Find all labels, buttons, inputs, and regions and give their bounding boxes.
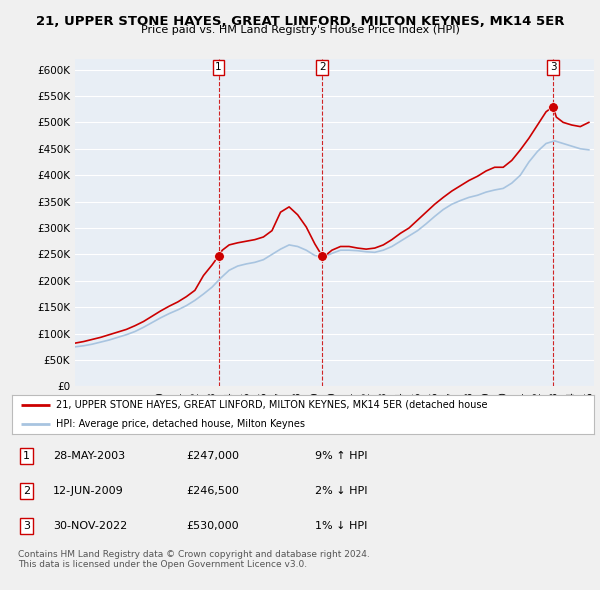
- Text: 30-NOV-2022: 30-NOV-2022: [53, 521, 127, 531]
- Text: 3: 3: [23, 521, 30, 531]
- Text: 1% ↓ HPI: 1% ↓ HPI: [314, 521, 367, 531]
- Text: 2: 2: [23, 486, 30, 496]
- Text: £246,500: £246,500: [187, 486, 239, 496]
- Text: 1: 1: [215, 62, 222, 72]
- Text: Price paid vs. HM Land Registry's House Price Index (HPI): Price paid vs. HM Land Registry's House …: [140, 25, 460, 35]
- Text: 3: 3: [550, 62, 556, 72]
- Text: 2: 2: [319, 62, 326, 72]
- Text: 1: 1: [23, 451, 30, 461]
- Text: £247,000: £247,000: [187, 451, 239, 461]
- Text: 12-JUN-2009: 12-JUN-2009: [53, 486, 124, 496]
- Text: £530,000: £530,000: [187, 521, 239, 531]
- Text: 9% ↑ HPI: 9% ↑ HPI: [314, 451, 367, 461]
- Text: 2% ↓ HPI: 2% ↓ HPI: [314, 486, 367, 496]
- Text: Contains HM Land Registry data © Crown copyright and database right 2024.
This d: Contains HM Land Registry data © Crown c…: [18, 550, 370, 569]
- Text: 28-MAY-2003: 28-MAY-2003: [53, 451, 125, 461]
- Text: 21, UPPER STONE HAYES, GREAT LINFORD, MILTON KEYNES, MK14 5ER: 21, UPPER STONE HAYES, GREAT LINFORD, MI…: [36, 15, 564, 28]
- Text: HPI: Average price, detached house, Milton Keynes: HPI: Average price, detached house, Milt…: [56, 419, 305, 429]
- Text: 21, UPPER STONE HAYES, GREAT LINFORD, MILTON KEYNES, MK14 5ER (detached house: 21, UPPER STONE HAYES, GREAT LINFORD, MI…: [56, 400, 487, 410]
